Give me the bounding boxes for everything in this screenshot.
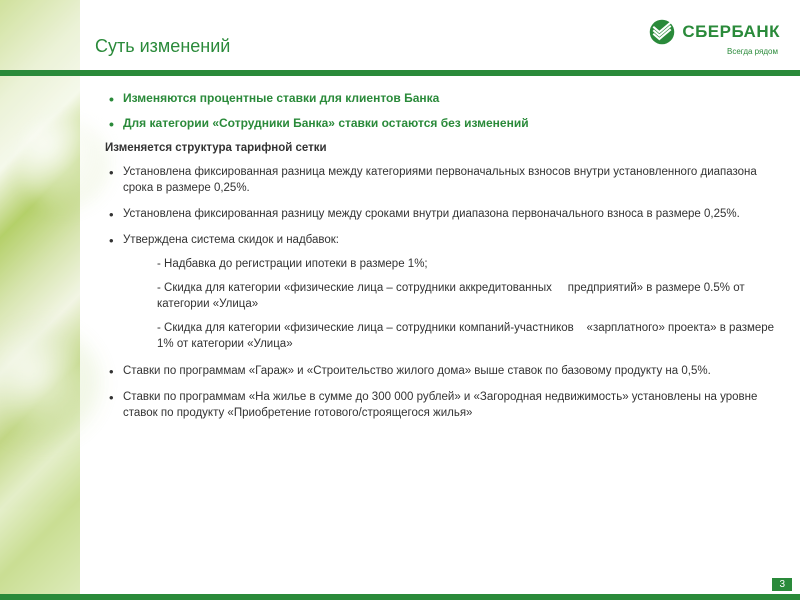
header: Суть изменений СБЕРБАНК Всегда рядом xyxy=(95,18,780,73)
highlight-item: Для категории «Сотрудники Банка» ставки … xyxy=(105,115,775,132)
bullet-text: Установлена фиксированная разница между … xyxy=(123,166,757,194)
bullet-text: Утверждена система скидок и надбавок: xyxy=(123,234,339,246)
page-number: 3 xyxy=(772,578,792,591)
content-area: Изменяются процентные ставки для клиенто… xyxy=(105,90,775,578)
sberbank-logo-icon xyxy=(648,18,676,46)
highlight-list: Изменяются процентные ставки для клиенто… xyxy=(105,90,775,132)
bullet-item: Утверждена система скидок и надбавок: - … xyxy=(105,232,775,353)
bullet-item: Установлена фиксированная разница между … xyxy=(105,164,775,196)
sub-list: - Надбавка до регистрации ипотеки в разм… xyxy=(157,256,775,352)
logo-block: СБЕРБАНК Всегда рядом xyxy=(648,18,780,56)
sub-item: - Скидка для категории «физические лица … xyxy=(157,280,775,312)
sub-item: - Скидка для категории «физические лица … xyxy=(157,320,775,352)
bullet-text: Ставки по программам «Гараж» и «Строител… xyxy=(123,365,711,377)
divider-bottom xyxy=(0,594,800,600)
bullet-text: Ставки по программам «На жилье в сумме д… xyxy=(123,391,757,419)
bullet-item: Ставки по программам «Гараж» и «Строител… xyxy=(105,363,775,379)
bullet-list: Установлена фиксированная разница между … xyxy=(105,164,775,421)
bullet-item: Установлена фиксированная разницу между … xyxy=(105,206,775,222)
background-leaves xyxy=(0,0,80,600)
sub-item: - Надбавка до регистрации ипотеки в разм… xyxy=(157,256,775,272)
logo-text: СБЕРБАНК xyxy=(682,22,780,42)
bullet-item: Ставки по программам «На жилье в сумме д… xyxy=(105,389,775,421)
logo-tagline: Всегда рядом xyxy=(727,47,778,56)
divider-top xyxy=(0,70,800,76)
page-title: Суть изменений xyxy=(95,18,230,57)
sub-heading: Изменяется структура тарифной сетки xyxy=(105,140,775,156)
bullet-text: Установлена фиксированная разницу между … xyxy=(123,208,740,220)
highlight-item: Изменяются процентные ставки для клиенто… xyxy=(105,90,775,107)
